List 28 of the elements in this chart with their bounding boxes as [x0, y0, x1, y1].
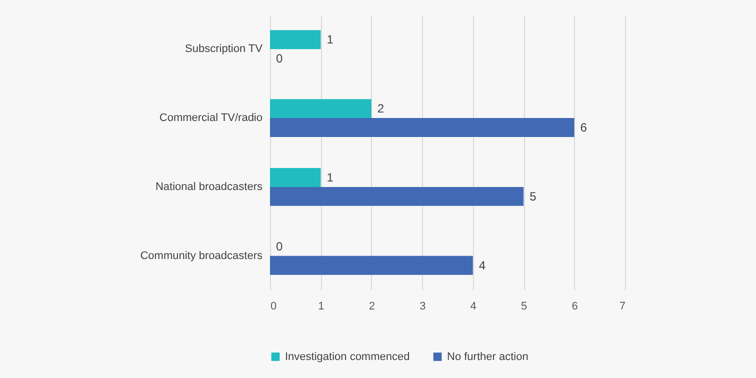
data-label: 1 — [326, 170, 334, 184]
bar — [270, 256, 473, 275]
x-tick-label: 4 — [470, 300, 476, 312]
data-label: 2 — [377, 102, 384, 116]
y-tick-label: Community broadcasters — [140, 250, 263, 262]
y-tick-label: Commercial TV/radio — [159, 112, 262, 124]
x-tick-label: 5 — [521, 300, 528, 312]
data-label: 0 — [276, 239, 283, 254]
x-tick-label: 1 — [318, 300, 324, 312]
data-label: 0 — [276, 52, 283, 66]
bar — [270, 168, 321, 187]
bar — [270, 186, 524, 206]
data-label: 1 — [326, 32, 334, 47]
x-tick-label: 2 — [368, 300, 375, 312]
data-label: 5 — [530, 189, 537, 204]
y-tick-label: National broadcasters — [155, 180, 263, 193]
y-tick-label: Subscription TV — [185, 43, 264, 56]
data-label: 6 — [580, 120, 588, 135]
x-tick-label: 0 — [270, 300, 277, 312]
x-tick-label: 3 — [420, 300, 426, 312]
bar — [270, 99, 372, 118]
data-label: 4 — [478, 258, 486, 272]
x-tick-label: 7 — [619, 300, 626, 312]
bar — [270, 30, 321, 50]
x-tick-label: 6 — [572, 300, 578, 312]
legend-label: No further action — [447, 350, 528, 363]
bar — [270, 118, 574, 137]
legend-label: Investigation commenced — [285, 350, 410, 363]
